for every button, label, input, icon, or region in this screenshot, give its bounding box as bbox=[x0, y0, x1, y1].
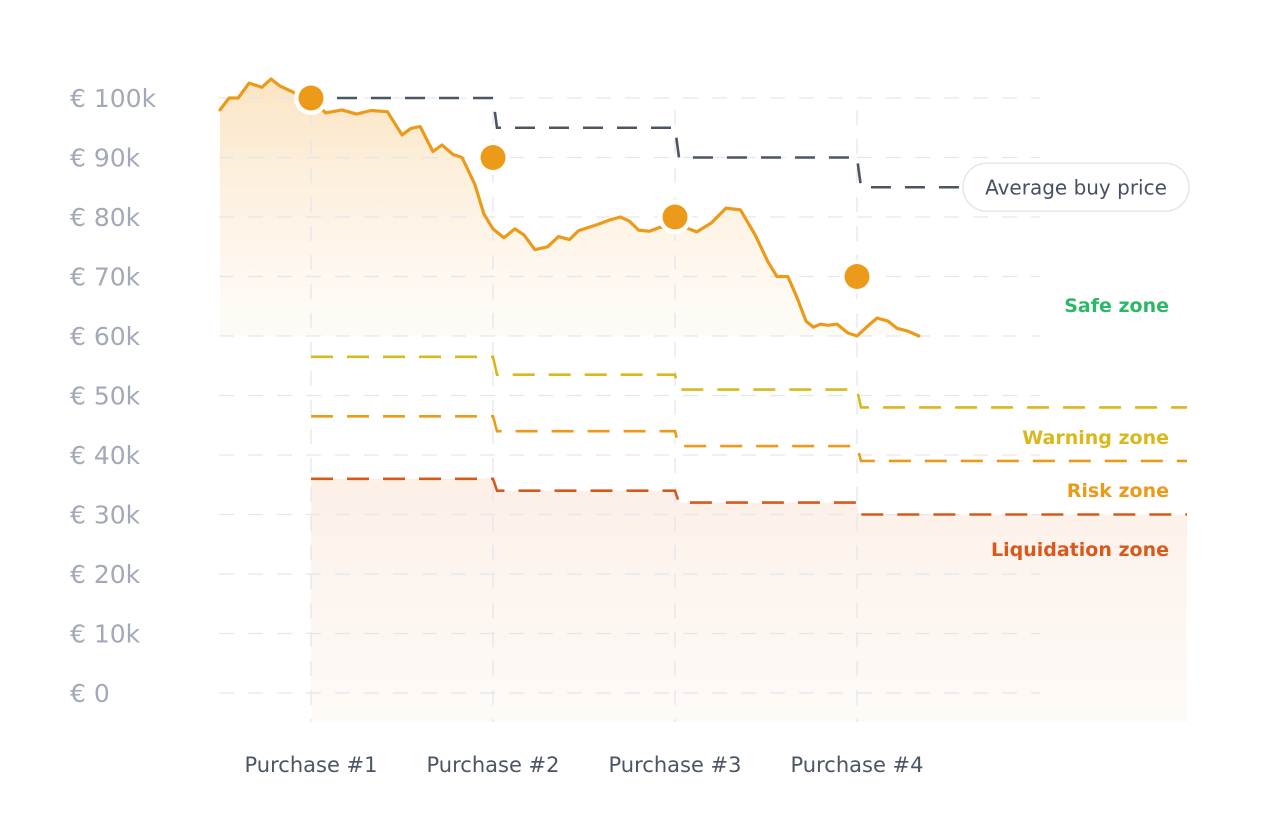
liquidation-zone-area bbox=[311, 478, 1187, 722]
purchase-point bbox=[844, 264, 870, 289]
zone-label: Safe zone bbox=[1064, 295, 1169, 317]
average-buy-price-label: Average buy price bbox=[985, 175, 1167, 199]
y-tick-label: € 100k bbox=[70, 84, 157, 113]
purchase-point bbox=[662, 204, 688, 230]
x-tick-label: Purchase #1 bbox=[245, 753, 378, 777]
risk-threshold-line bbox=[311, 415, 1187, 463]
y-tick-label: € 40k bbox=[70, 441, 141, 470]
y-tick-label: € 60k bbox=[70, 322, 141, 351]
y-tick-label: € 70k bbox=[70, 263, 141, 292]
zone-label: Risk zone bbox=[1067, 480, 1169, 502]
x-tick-label: Purchase #2 bbox=[427, 753, 560, 777]
x-tick-label: Purchase #4 bbox=[791, 753, 924, 777]
average-buy-price-line bbox=[337, 96, 965, 189]
y-tick-label: € 10k bbox=[70, 620, 141, 649]
purchase-point bbox=[480, 145, 506, 170]
safe-zone-area bbox=[220, 79, 919, 336]
y-tick-label: € 0 bbox=[70, 679, 110, 708]
zone-label: Liquidation zone bbox=[991, 539, 1169, 561]
y-tick-label: € 20k bbox=[70, 560, 141, 589]
x-tick-label: Purchase #3 bbox=[609, 753, 742, 777]
price-line bbox=[218, 77, 921, 338]
liquidation-threshold-line bbox=[311, 477, 1187, 516]
y-tick-label: € 50k bbox=[70, 382, 141, 411]
y-tick-label: € 90k bbox=[70, 144, 141, 173]
y-tick-label: € 80k bbox=[70, 203, 141, 232]
zone-label: Warning zone bbox=[1022, 427, 1169, 449]
y-tick-label: € 30k bbox=[70, 501, 141, 530]
average-buy-price-pill bbox=[962, 162, 1190, 212]
purchase-point bbox=[298, 85, 324, 111]
warning-threshold-line bbox=[311, 355, 1187, 409]
